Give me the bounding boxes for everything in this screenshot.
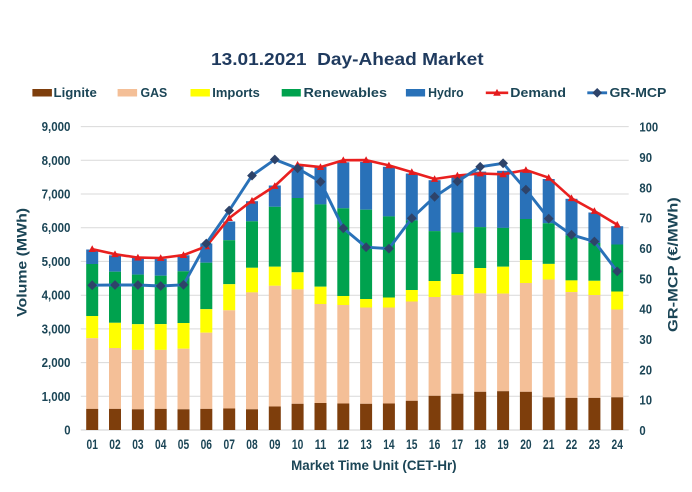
svg-text:09: 09: [269, 437, 281, 452]
svg-text:18: 18: [475, 437, 487, 452]
svg-text:50: 50: [639, 271, 652, 286]
svg-text:9,000: 9,000: [42, 119, 71, 134]
svg-text:12: 12: [338, 437, 350, 452]
svg-text:80: 80: [639, 180, 652, 195]
svg-text:06: 06: [201, 437, 213, 452]
svg-text:01: 01: [87, 437, 99, 452]
svg-text:2,000: 2,000: [42, 355, 71, 370]
svg-text:60: 60: [639, 241, 652, 256]
svg-text:100: 100: [639, 120, 658, 135]
svg-text:13.01.2021 Day-Ahead Market: 13.01.2021 Day-Ahead Market: [211, 49, 484, 69]
svg-text:6,000: 6,000: [42, 220, 71, 235]
svg-text:Renewables: Renewables: [304, 85, 388, 100]
svg-text:0: 0: [639, 423, 645, 438]
svg-text:3,000: 3,000: [42, 321, 71, 336]
svg-text:07: 07: [224, 437, 236, 452]
svg-text:16: 16: [429, 437, 441, 452]
svg-text:Imports: Imports: [212, 85, 259, 100]
svg-text:Volume (MWh): Volume (MWh): [13, 208, 29, 317]
svg-text:14: 14: [383, 437, 395, 452]
svg-text:02: 02: [109, 437, 121, 452]
svg-text:04: 04: [155, 437, 167, 452]
svg-text:10: 10: [292, 437, 304, 452]
svg-text:20: 20: [520, 437, 532, 452]
svg-text:11: 11: [315, 437, 327, 452]
svg-text:21: 21: [543, 437, 555, 452]
svg-text:08: 08: [246, 437, 258, 452]
svg-text:4,000: 4,000: [42, 288, 71, 303]
svg-text:13: 13: [360, 437, 372, 452]
svg-text:Market Time Unit (CET-Hr): Market Time Unit (CET-Hr): [291, 458, 457, 473]
svg-text:90: 90: [639, 150, 652, 165]
svg-text:GR-MCP (€/MWh): GR-MCP (€/MWh): [664, 197, 680, 332]
svg-text:70: 70: [639, 211, 652, 226]
svg-text:Hydro: Hydro: [428, 85, 464, 100]
svg-text:8,000: 8,000: [42, 153, 71, 168]
svg-text:40: 40: [639, 302, 652, 317]
svg-text:10: 10: [639, 393, 652, 408]
svg-text:22: 22: [566, 437, 578, 452]
svg-text:0: 0: [64, 423, 70, 438]
svg-text:20: 20: [639, 362, 652, 377]
svg-text:7,000: 7,000: [42, 187, 71, 202]
svg-text:GAS: GAS: [141, 85, 168, 100]
svg-text:03: 03: [132, 437, 144, 452]
svg-text:05: 05: [178, 437, 190, 452]
svg-text:15: 15: [406, 437, 418, 452]
svg-text:30: 30: [639, 332, 652, 347]
svg-text:23: 23: [589, 437, 601, 452]
svg-text:1,000: 1,000: [42, 389, 71, 404]
svg-text:24: 24: [612, 437, 624, 452]
svg-text:GR-MCP: GR-MCP: [610, 85, 667, 100]
svg-text:Demand: Demand: [510, 85, 566, 100]
svg-text:5,000: 5,000: [42, 254, 71, 269]
svg-text:17: 17: [452, 437, 464, 452]
svg-text:Lignite: Lignite: [54, 85, 97, 100]
svg-text:19: 19: [497, 437, 509, 452]
